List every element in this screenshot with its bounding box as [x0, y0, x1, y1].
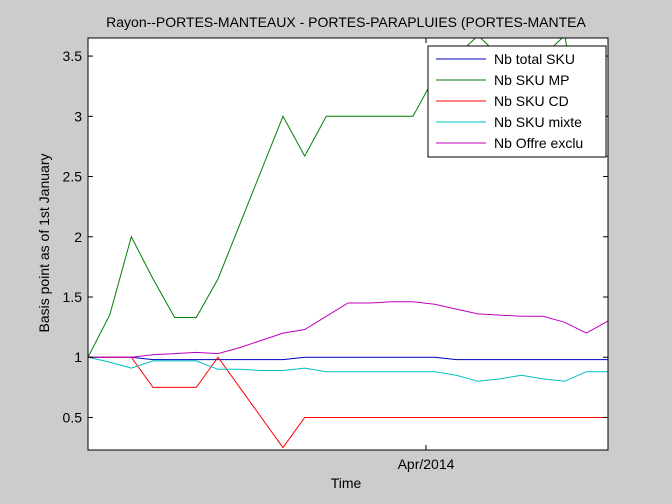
x-axis-label: Time — [331, 475, 362, 491]
series-line-4 — [88, 356, 608, 382]
legend-label: Nb total SKU — [494, 51, 575, 67]
series-line-5 — [88, 301, 608, 358]
legend-label: Nb SKU MP — [494, 72, 569, 88]
legend-box — [427, 45, 607, 158]
y-tick-label: 1 — [74, 349, 82, 365]
x-tick-label: Apr/2014 — [398, 456, 455, 472]
y-tick-label: 3 — [74, 108, 82, 124]
plot-frame — [87, 37, 609, 451]
y-tick-label: 0.5 — [63, 409, 83, 425]
series-line-3 — [88, 356, 608, 449]
legend-label: Nb SKU mixte — [494, 114, 582, 130]
chart-title: Rayon--PORTES-MANTEAUX - PORTES-PARAPLUI… — [106, 14, 586, 30]
legend-label: Nb SKU CD — [494, 93, 569, 109]
legend: Nb total SKU Nb SKU MP Nb SKU CD Nb SKU mix… — [427, 45, 607, 158]
y-axis: 0.5 1 1.5 2 2.5 3 3.5 — [63, 48, 608, 425]
series-line-1 — [88, 356, 608, 361]
y-tick-label: 2.5 — [63, 169, 83, 185]
legend-label: Nb Offre exclu — [494, 135, 583, 151]
y-tick-label: 1.5 — [63, 289, 83, 305]
y-axis-label: Basis point as of 1st January — [36, 154, 52, 333]
x-axis: Apr/2014 — [398, 38, 455, 472]
y-tick-label: 2 — [74, 229, 82, 245]
y-tick-label: 3.5 — [63, 48, 83, 64]
